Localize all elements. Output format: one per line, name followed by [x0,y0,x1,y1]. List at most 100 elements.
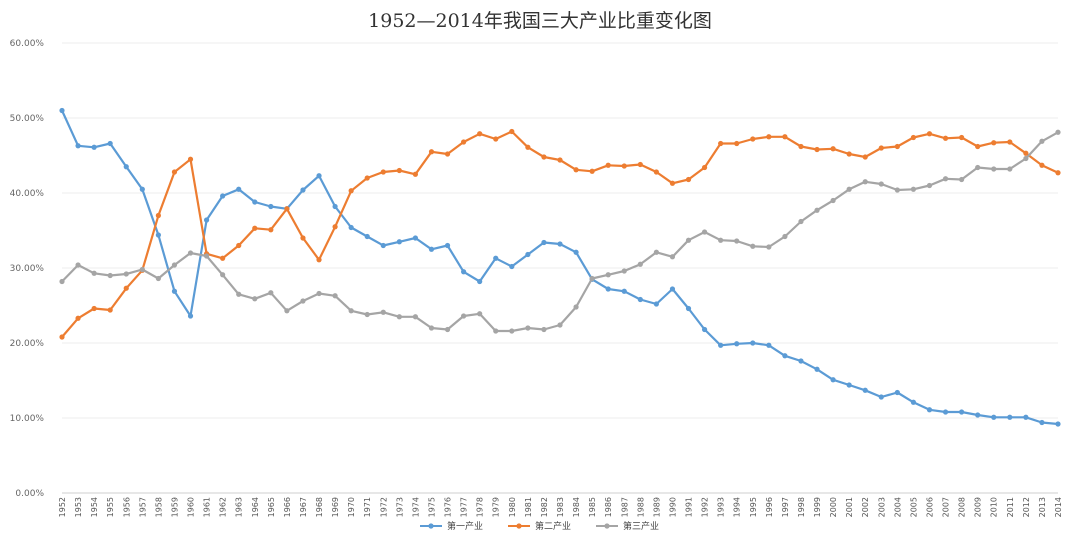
data-point [444,242,451,249]
data-point [894,143,900,150]
data-point [782,353,788,359]
x-tick-label: 1960 [187,497,196,517]
x-tick-label: 1992 [701,497,710,517]
data-point [669,180,676,186]
x-tick-label: 1976 [444,497,453,517]
data-point [1055,129,1061,135]
x-tick-label: 1981 [524,497,533,517]
data-point [525,325,531,331]
data-point [171,288,178,294]
data-point [428,149,435,155]
data-point [396,314,402,320]
data-point [123,285,129,291]
data-point [814,207,820,213]
x-tick-label: 1985 [588,497,597,517]
x-tick-label: 1991 [685,497,694,517]
x-tick-label: 2010 [990,497,999,517]
data-point [187,313,194,319]
data-point [91,305,97,312]
data-point [252,199,258,205]
data-point [541,326,547,333]
x-tick-label: 1974 [411,497,420,517]
data-point [75,143,81,149]
data-point [139,266,145,273]
x-tick-label: 1954 [90,497,99,517]
data-point [621,163,627,169]
data-point [653,301,659,307]
data-point [573,304,579,310]
data-point [1039,138,1045,144]
series-1 [59,107,1061,427]
legend-item: 第二产业 [508,520,571,532]
data-point [412,171,419,177]
x-tick-label: 1999 [813,497,822,517]
data-point [846,382,852,388]
x-tick-label: 2003 [877,497,886,517]
data-point [477,278,483,285]
x-tick-label: 1989 [652,497,661,517]
data-point [910,399,917,405]
data-point [220,193,226,199]
data-point [1023,414,1029,420]
data-point [557,157,563,163]
data-point [766,244,772,250]
y-tick-label: 30.00% [10,264,45,274]
data-point [734,238,740,244]
data-point [637,296,643,303]
legend-label: 第三产业 [623,520,659,532]
data-point [428,246,435,252]
x-tick-label: 1952 [58,497,67,517]
data-point [975,143,981,150]
data-point [428,325,435,331]
x-tick-label: 2014 [1054,497,1063,517]
data-point [396,239,402,245]
x-tick-label: 1994 [733,497,742,517]
data-point [910,134,917,141]
data-point [637,161,643,168]
data-point [605,162,611,168]
data-point [959,409,965,415]
data-point [942,135,949,141]
data-point [477,131,483,137]
data-point [959,134,965,141]
data-point [814,366,820,372]
data-point [798,358,804,364]
series-2 [59,128,1061,340]
data-point [123,271,129,277]
x-tick-label: 1963 [235,497,244,517]
x-tick-label: 2002 [861,497,870,517]
data-point [605,272,611,278]
x-tick-label: 1973 [395,497,404,517]
x-tick-label: 1983 [556,497,565,517]
data-point [284,206,290,212]
data-point [669,286,676,292]
data-point [509,128,515,135]
legend: 第一产业 第二产业 第三产业 [420,520,659,532]
data-point [766,134,772,140]
data-point [878,145,884,151]
x-tick-label: 1980 [508,497,517,517]
data-point [557,241,563,247]
data-point [300,187,306,193]
data-point [798,218,804,225]
y-tick-label: 40.00% [10,189,45,199]
grid-lines [62,42,1058,494]
data-point [862,154,868,160]
data-point [991,166,997,172]
data-point [252,225,258,231]
x-tick-label: 2000 [829,497,838,517]
data-point [236,242,242,249]
data-point [798,143,804,150]
y-tick-label: 20.00% [10,339,45,349]
legend-item: 第三产业 [596,520,659,532]
data-point [348,224,354,231]
x-tick-label: 1958 [154,497,163,517]
data-point [701,164,708,171]
x-tick-label: 1993 [717,497,726,517]
data-point [942,409,949,415]
data-point [573,249,579,255]
data-point [59,107,65,114]
data-point [412,314,419,320]
data-point [236,291,242,297]
